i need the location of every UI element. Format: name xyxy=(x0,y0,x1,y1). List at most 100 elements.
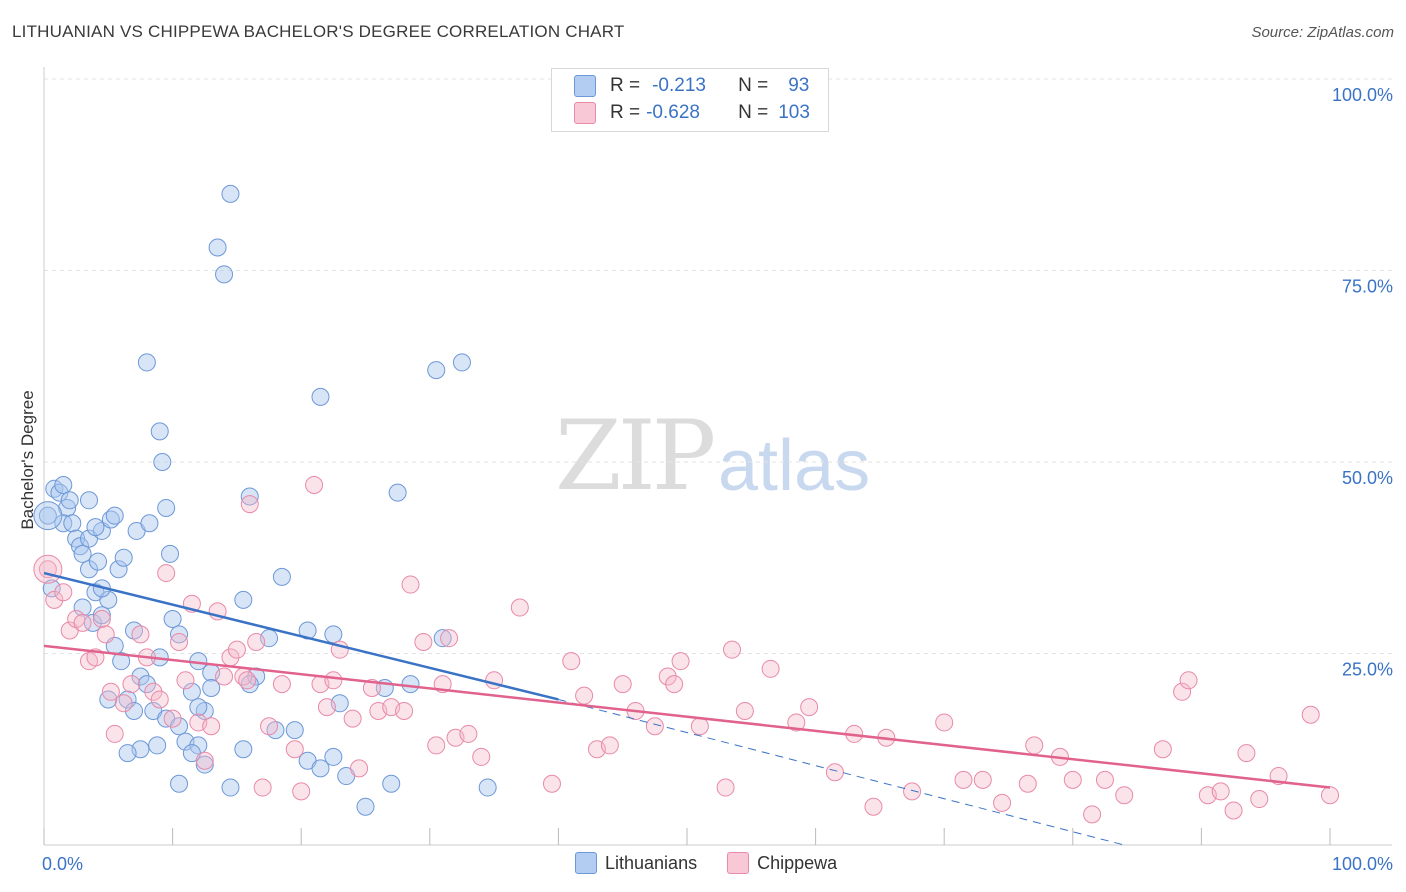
chippewa-point xyxy=(993,793,1012,812)
lithuanians-point xyxy=(86,518,105,537)
chippewa-point xyxy=(362,678,381,697)
blue-swatch xyxy=(574,75,596,97)
lithuanians-point xyxy=(324,625,343,644)
chippewa-point xyxy=(92,610,111,629)
lithuanians-point xyxy=(221,778,240,797)
chippewa-point xyxy=(96,625,115,644)
chippewa-point xyxy=(825,763,844,782)
chippewa-point xyxy=(176,671,195,690)
chippewa-point xyxy=(73,613,92,632)
x-tick-label: 100.0% xyxy=(1332,854,1393,874)
lithuanians-point xyxy=(272,567,291,586)
chippewa-point xyxy=(1237,744,1256,763)
chippewa-point xyxy=(317,698,336,717)
pink-swatch xyxy=(574,102,596,124)
lithuanians-point xyxy=(148,736,167,755)
lithuanians-trendline xyxy=(43,571,559,701)
y-tick-label: 75.0% xyxy=(1342,277,1393,297)
lithuanians-point xyxy=(161,544,180,563)
lithuanians-point xyxy=(285,721,304,740)
chippewa-point xyxy=(157,564,176,583)
lithuanians-point xyxy=(131,667,150,686)
chippewa-point xyxy=(247,633,266,652)
r-label: R = xyxy=(610,102,641,123)
chippewa-point xyxy=(1173,682,1192,701)
chippewa-point xyxy=(401,575,420,594)
y-tick-label: 50.0% xyxy=(1342,468,1393,488)
lithuanians-point xyxy=(63,514,82,533)
chippewa-point xyxy=(800,698,819,717)
chippewa-point xyxy=(973,770,992,789)
chippewa-point xyxy=(343,709,362,728)
chippewa-point xyxy=(1063,770,1082,789)
watermark-zip: ZIP xyxy=(555,400,716,512)
lithuanians-point xyxy=(202,678,221,697)
lithuanians-point xyxy=(83,613,102,632)
chippewa-point xyxy=(658,667,677,686)
chippewa-point xyxy=(272,675,291,694)
chippewa-point xyxy=(671,652,690,671)
chippewa-point xyxy=(472,747,491,766)
chippewa-point xyxy=(202,717,221,736)
lithuanians-point xyxy=(452,353,471,372)
chippewa-point xyxy=(101,682,120,701)
y-tick-label: 25.0% xyxy=(1342,660,1393,680)
chippewa-point xyxy=(170,633,189,652)
chippewa-point xyxy=(150,690,169,709)
lithuanians-point xyxy=(170,717,189,736)
chippewa-point xyxy=(54,583,73,602)
lithuanians-point xyxy=(401,675,420,694)
chippewa-point xyxy=(1301,705,1320,724)
chippewa-point xyxy=(105,724,124,743)
lithuanians-point xyxy=(163,610,182,629)
chippewa-point xyxy=(45,590,64,609)
chippewa-point xyxy=(33,554,63,584)
chippewa-point xyxy=(122,675,141,694)
chippewa-point xyxy=(260,717,279,736)
chippewa-point xyxy=(1321,786,1339,805)
chippewa-point xyxy=(600,736,619,755)
chippewa-point xyxy=(1095,770,1114,789)
chippewa-point xyxy=(954,770,973,789)
chippewa-point xyxy=(238,671,257,690)
pink-swatch xyxy=(727,852,750,874)
lithuanians-point xyxy=(356,797,375,816)
chippewa-point xyxy=(645,717,664,736)
lithuanians-point xyxy=(427,361,446,380)
lithuanians-point xyxy=(80,560,99,579)
lithuanians-point xyxy=(208,238,227,257)
lithuanians-point xyxy=(109,560,128,579)
lithuanians-point xyxy=(170,774,189,793)
lithuanians-point xyxy=(433,629,452,648)
y-tick-label: 100.0% xyxy=(1332,85,1393,105)
chippewa-point xyxy=(1250,790,1269,809)
chippewa-point xyxy=(114,694,133,713)
lithuanians-point xyxy=(234,590,253,609)
n-value: 103 xyxy=(778,102,810,123)
chippewa-point xyxy=(324,671,343,690)
chippewa-point xyxy=(414,633,433,652)
chippewa-point xyxy=(510,598,529,617)
lithuanians-point xyxy=(311,759,330,778)
lithuanians-point xyxy=(182,682,201,701)
r-value: -0.213 xyxy=(652,75,706,96)
chippewa-point xyxy=(562,652,581,671)
chippewa-point xyxy=(440,629,459,648)
lithuanians-point xyxy=(54,514,73,533)
chippewa-trendline xyxy=(43,644,1331,789)
lithuanians-point xyxy=(311,387,330,406)
n-label: N = xyxy=(738,75,769,96)
lithuanians-point xyxy=(105,506,124,525)
chippewa-point xyxy=(761,659,780,678)
x-tick-label: 0.0% xyxy=(42,854,83,874)
lithuanians-point xyxy=(114,548,133,567)
lithuanians-point xyxy=(324,747,343,766)
legend-row-chippewa: R = -0.628 N = 103 xyxy=(574,102,810,124)
chippewa-point xyxy=(613,675,632,694)
lithuanians-point xyxy=(189,736,208,755)
chippewa-point xyxy=(542,774,561,793)
lithuanians-point xyxy=(38,506,57,525)
chippewa-point xyxy=(716,778,735,797)
legend-item-chippewa: Chippewa xyxy=(727,852,837,874)
